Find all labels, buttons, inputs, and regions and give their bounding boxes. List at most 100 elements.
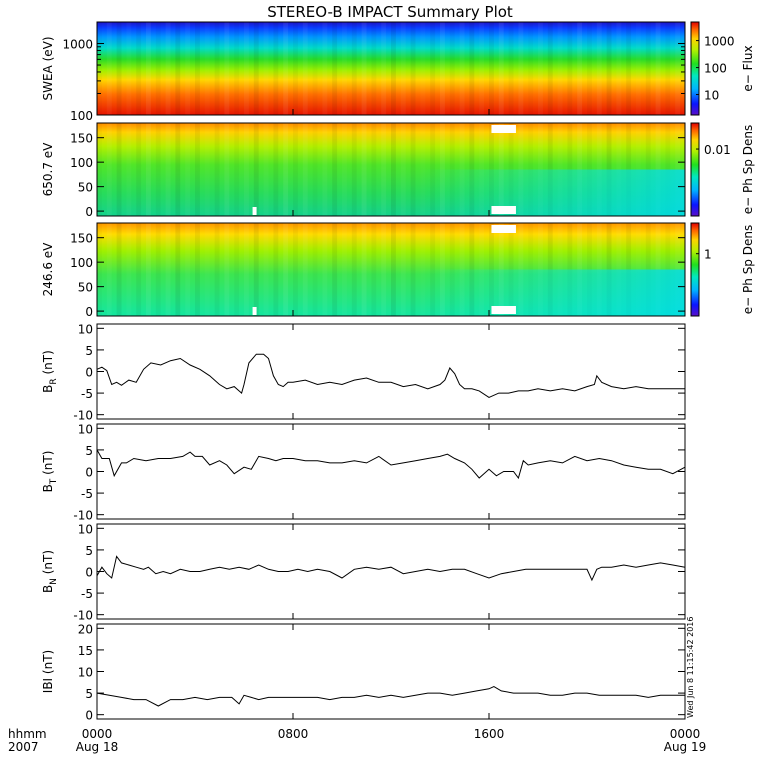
spectrogram-texture — [351, 223, 357, 316]
spectrogram-texture — [156, 22, 161, 115]
colorbar-label: e− Ph Sp Dens — [741, 225, 755, 314]
spectrogram-texture — [361, 22, 367, 115]
spectrogram-texture — [302, 123, 308, 216]
colorbar — [690, 21, 700, 116]
spectrogram-texture — [332, 123, 338, 216]
panel-frame — [96, 222, 686, 317]
panel-frame — [96, 423, 686, 520]
spectrogram-texture — [293, 123, 298, 216]
spectrogram-texture — [273, 123, 279, 216]
spectrogram-texture — [146, 22, 151, 115]
spectrogram-texture — [165, 123, 171, 216]
y-tick-label: 0 — [85, 205, 93, 219]
spectrogram-texture — [253, 22, 259, 115]
spectrogram-texture — [410, 123, 416, 216]
y-tick-label: 10 — [78, 666, 93, 680]
spectrogram-texture — [165, 223, 171, 316]
spectrogram-texture — [302, 223, 308, 316]
spectrogram-texture — [440, 22, 445, 115]
spectrogram-texture — [391, 123, 396, 216]
y-tick-label: 50 — [78, 281, 93, 295]
spectrogram-texture — [313, 22, 318, 115]
spectrogram-texture — [165, 22, 171, 115]
spectrogram-texture — [351, 22, 357, 115]
spectrogram-texture — [175, 123, 181, 216]
chart-title: STEREO-B IMPACT Summary Plot — [267, 3, 513, 21]
x-tick-sublabel: Aug 19 — [664, 740, 707, 754]
spectrogram-texture — [420, 22, 425, 115]
spectrogram-texture — [106, 123, 112, 216]
y-tick-label: 5 — [85, 544, 93, 558]
spectrogram-texture — [538, 22, 543, 115]
spectrogram-texture — [214, 22, 220, 115]
spectrogram-texture — [126, 223, 131, 316]
y-tick-label: 15 — [78, 644, 93, 658]
y-tick-label: 10 — [78, 322, 93, 336]
spectrogram-texture — [156, 223, 161, 316]
spectrogram-texture — [528, 22, 533, 115]
colorbar-label: e− Ph Sp Dens — [741, 125, 755, 214]
spectrogram-gap — [491, 206, 516, 214]
spectrogram-gap — [491, 306, 516, 314]
spectrogram-texture — [518, 22, 524, 115]
spectrogram-texture — [381, 223, 387, 316]
spectrogram-texture — [410, 22, 416, 115]
y-tick-label: -10 — [73, 609, 93, 623]
series-line-bt — [96, 449, 686, 480]
spectrogram-texture — [381, 123, 387, 216]
line-panel-bn: -10 -5 0 5 10 BN (nT) — [41, 522, 686, 623]
spectrogram-texture — [577, 22, 583, 115]
spectrogram-texture — [195, 223, 200, 316]
colorbar-tick-label: 0.01 — [704, 143, 731, 157]
spectrogram-texture — [283, 223, 289, 316]
series-line-bmag — [96, 686, 685, 707]
spectrogram-texture — [313, 223, 318, 316]
spectrogram-texture — [401, 123, 406, 216]
y-axis-label: BN (nT) — [41, 550, 59, 593]
y-tick-label: -10 — [73, 409, 93, 423]
x-tick-label: 0800 — [278, 727, 309, 741]
spectrogram-texture — [244, 223, 249, 316]
spectrogram-texture — [489, 22, 494, 115]
series-line-br — [96, 353, 685, 398]
y-tick-label: 0 — [85, 709, 93, 723]
spectrogram-texture — [293, 22, 298, 115]
colorbar-tick-label: 100 — [704, 62, 727, 76]
spectrogram-pad246: 0 50 100 150 246.6 eV 1 e− Ph Sp Dens — [41, 222, 755, 319]
y-tick-label: -5 — [81, 387, 93, 401]
spectrogram-texture — [332, 22, 338, 115]
series-line-bn — [96, 555, 686, 582]
spectrogram-texture — [675, 22, 681, 115]
spectrogram-texture — [116, 22, 122, 115]
y-tick-label: 100 — [70, 256, 93, 270]
spectrogram-texture — [97, 223, 102, 316]
y-tick-label: 5 — [85, 444, 93, 458]
panel-frame — [96, 523, 686, 620]
spectrogram-texture — [371, 123, 376, 216]
spectrogram-texture — [224, 223, 230, 316]
spectrogram-texture — [106, 22, 112, 115]
spectrogram-texture — [205, 223, 210, 316]
colorbar — [690, 222, 700, 317]
y-tick-label: 0 — [85, 566, 93, 580]
y-tick-label: -5 — [81, 487, 93, 501]
spectrogram-texture — [244, 123, 249, 216]
y-axis-label: 650.7 eV — [41, 142, 55, 197]
y-tick-label: 1000 — [62, 38, 93, 52]
spectrogram-texture — [175, 223, 181, 316]
spectrogram-texture — [410, 223, 416, 316]
spectrogram-texture — [283, 123, 289, 216]
spectrogram-texture — [342, 22, 347, 115]
spectrogram-texture — [214, 223, 220, 316]
spectrogram-texture — [391, 22, 396, 115]
spectrogram-texture — [665, 22, 670, 115]
spectrogram-texture — [361, 223, 367, 316]
y-axis-label: BR (nT) — [41, 350, 59, 393]
spectrogram-texture — [264, 22, 269, 115]
panel-frame — [96, 323, 686, 420]
spectrogram-texture — [567, 22, 573, 115]
spectrogram-cool-region — [420, 169, 685, 216]
spectrogram-cool-region — [420, 269, 685, 316]
spectrogram-texture — [116, 223, 122, 316]
